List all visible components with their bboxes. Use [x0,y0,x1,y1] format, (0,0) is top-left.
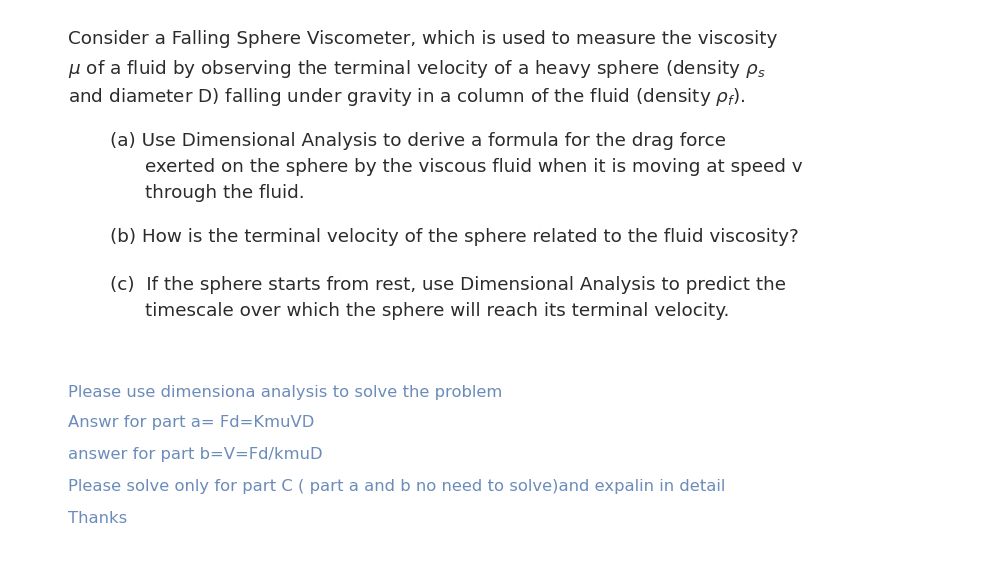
Text: exerted on the sphere by the viscous fluid when it is moving at speed v: exerted on the sphere by the viscous flu… [145,158,803,176]
Text: $\mu$ of a fluid by observing the terminal velocity of a heavy sphere (density $: $\mu$ of a fluid by observing the termin… [68,58,766,80]
Text: Answr for part a= Fd=KmuVD: Answr for part a= Fd=KmuVD [68,415,314,430]
Text: timescale over which the sphere will reach its terminal velocity.: timescale over which the sphere will rea… [145,302,729,320]
Text: (c)  If the sphere starts from rest, use Dimensional Analysis to predict the: (c) If the sphere starts from rest, use … [110,276,786,294]
Text: through the fluid.: through the fluid. [145,184,305,202]
Text: Please use dimensiona analysis to solve the problem: Please use dimensiona analysis to solve … [68,385,503,400]
Text: (a) Use Dimensional Analysis to derive a formula for the drag force: (a) Use Dimensional Analysis to derive a… [110,132,726,150]
Text: Consider a Falling Sphere Viscometer, which is used to measure the viscosity: Consider a Falling Sphere Viscometer, wh… [68,30,777,48]
Text: answer for part b=V=Fd/kmuD: answer for part b=V=Fd/kmuD [68,447,323,462]
Text: (b) How is the terminal velocity of the sphere related to the fluid viscosity?: (b) How is the terminal velocity of the … [110,228,799,246]
Text: Thanks: Thanks [68,511,127,526]
Text: Please solve only for part C ( part a and b no need to solve)and expalin in deta: Please solve only for part C ( part a an… [68,479,725,494]
Text: and diameter D) falling under gravity in a column of the fluid (density $\rho_f$: and diameter D) falling under gravity in… [68,86,746,108]
